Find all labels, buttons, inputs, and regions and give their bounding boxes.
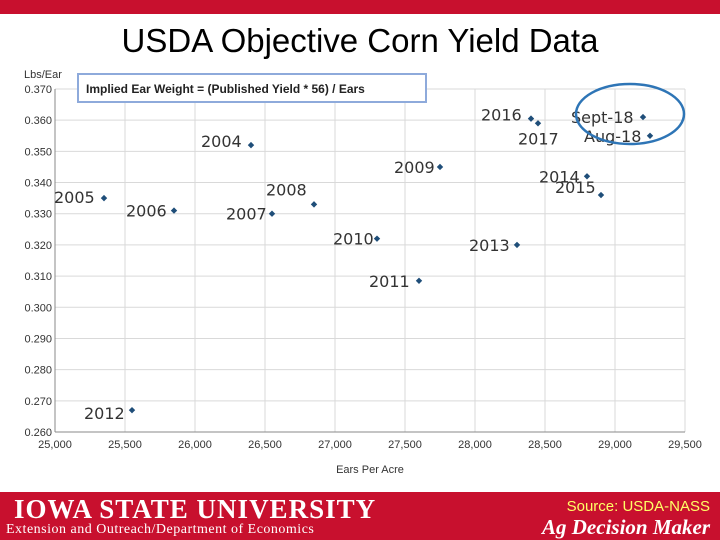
y-tick-label: 0.270 bbox=[24, 396, 52, 408]
x-axis-label: Ears Per Acre bbox=[336, 464, 404, 476]
data-point bbox=[646, 132, 654, 139]
x-tick-label: 29,000 bbox=[598, 439, 632, 451]
y-tick-label: 0.280 bbox=[24, 365, 52, 377]
data-point bbox=[534, 120, 542, 127]
slide-title: USDA Objective Corn Yield Data bbox=[121, 22, 599, 59]
y-tick-label: 0.290 bbox=[24, 333, 52, 345]
x-tick-label: 28,000 bbox=[458, 439, 492, 451]
data-label: 2004 bbox=[201, 132, 242, 151]
data-label: 2010 bbox=[333, 230, 374, 249]
x-tick-label: 26,500 bbox=[248, 439, 282, 451]
data-label: 2016 bbox=[481, 106, 522, 125]
y-tick-label: 0.320 bbox=[24, 240, 52, 252]
y-tick-label: 0.310 bbox=[24, 271, 52, 283]
data-label: 2006 bbox=[126, 202, 167, 221]
x-tick-label: 27,500 bbox=[388, 439, 422, 451]
x-tick-label: 26,000 bbox=[178, 439, 212, 451]
x-tick-label: 27,000 bbox=[318, 439, 352, 451]
data-point bbox=[100, 194, 108, 202]
data-point bbox=[247, 141, 255, 149]
department-text: Extension and Outreach/Department of Eco… bbox=[6, 522, 315, 537]
data-point bbox=[513, 241, 521, 249]
data-label: 2017 bbox=[518, 129, 559, 148]
top-accent-bar bbox=[0, 0, 720, 14]
y-tick-label: 0.300 bbox=[24, 302, 52, 314]
data-point bbox=[373, 235, 381, 242]
scatter-chart: 0.260 0.270 0.280 0.290 0.300 0.310 0.320 0.330… bbox=[24, 69, 702, 476]
data-point bbox=[583, 173, 591, 180]
y-tick-label: 0.260 bbox=[24, 427, 52, 439]
data-label: 2012 bbox=[84, 404, 125, 423]
y-tick-label: 0.370 bbox=[24, 84, 52, 96]
footer-bar: IOWA STATE UNIVERSITY Extension and Outr… bbox=[0, 492, 720, 540]
annotation-text: Implied Ear Weight = (Published Yield * … bbox=[86, 82, 365, 96]
data-point bbox=[597, 191, 605, 199]
x-tick-label: 28,500 bbox=[528, 439, 562, 451]
data-label: 2015 bbox=[555, 178, 596, 197]
y-axis-label: Lbs/Ear bbox=[24, 69, 62, 81]
data-label: 2007 bbox=[226, 205, 267, 224]
data-point bbox=[170, 207, 178, 214]
data-point bbox=[415, 277, 423, 284]
iowa-state-logo: IOWA STATE UNIVERSITY bbox=[14, 494, 377, 524]
x-tick-label: 29,500 bbox=[668, 439, 702, 451]
data-label: 2014 bbox=[539, 167, 580, 186]
ag-decision-maker-logo: Ag Decision Maker bbox=[542, 515, 710, 539]
data-label: Sept-18 bbox=[571, 108, 634, 127]
y-tick-label: 0.360 bbox=[24, 115, 52, 127]
data-point bbox=[268, 210, 276, 217]
data-label: 2005 bbox=[54, 188, 95, 207]
x-tick-label: 25,000 bbox=[38, 439, 72, 451]
x-tick-label: 25,500 bbox=[108, 439, 142, 451]
data-label: Aug-18 bbox=[584, 127, 641, 146]
highlight-circle bbox=[574, 82, 686, 146]
data-label: 2013 bbox=[469, 236, 510, 255]
data-point bbox=[639, 113, 647, 121]
data-label: 2009 bbox=[394, 158, 435, 177]
y-tick-label: 0.350 bbox=[24, 146, 52, 158]
y-tick-label: 0.330 bbox=[24, 209, 52, 221]
data-point bbox=[436, 163, 444, 171]
data-point bbox=[128, 406, 136, 414]
data-point bbox=[527, 115, 535, 122]
annotation-box bbox=[77, 73, 427, 103]
data-point bbox=[310, 201, 318, 208]
source-text: Source: USDA-NASS bbox=[566, 498, 710, 515]
y-tick-label: 0.340 bbox=[24, 178, 52, 190]
data-label: 2011 bbox=[369, 272, 410, 291]
data-label: 2008 bbox=[266, 180, 307, 199]
